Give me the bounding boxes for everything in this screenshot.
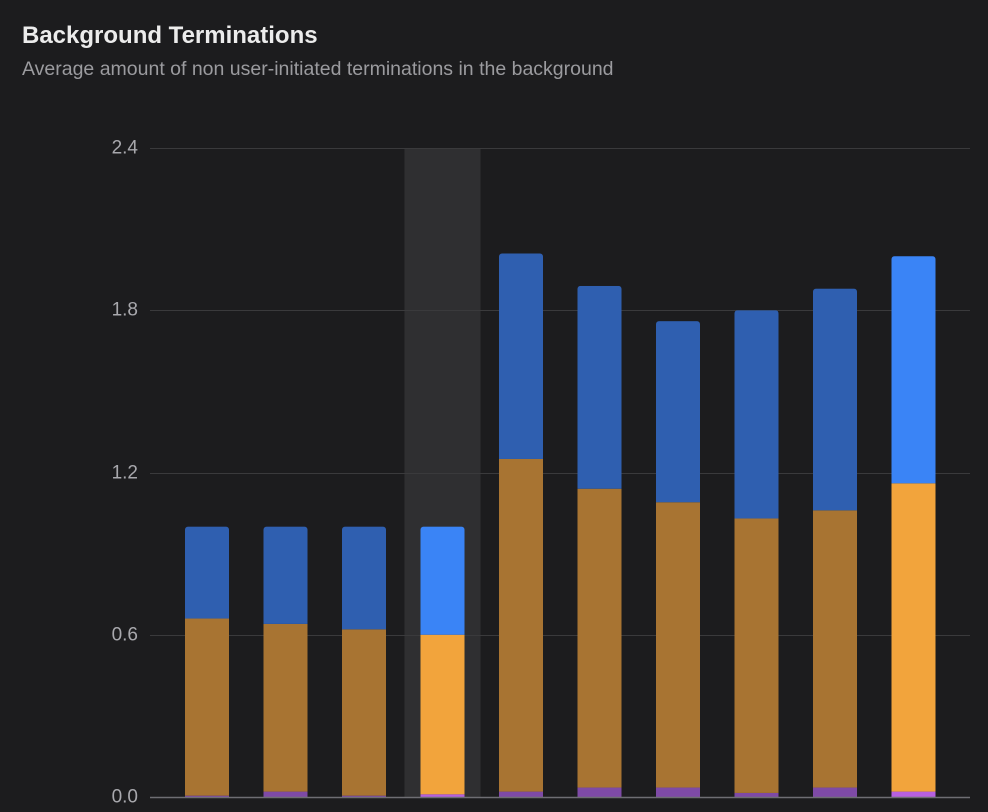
- bar-segment[interactable]: [263, 526, 308, 624]
- bar-stack[interactable]: [185, 526, 229, 797]
- y-tick-label: 0.6: [112, 625, 138, 646]
- bar-segment[interactable]: [734, 518, 779, 793]
- bar-stack[interactable]: [734, 310, 779, 797]
- y-tick-label: 2.4: [112, 138, 139, 159]
- bar-segment[interactable]: [499, 458, 543, 792]
- chart-subtitle: Average amount of non user-initiated ter…: [22, 58, 614, 80]
- bar-stack[interactable]: [577, 285, 622, 797]
- bar-segment[interactable]: [813, 787, 857, 797]
- bar-segment[interactable]: [813, 288, 857, 511]
- bar-segment[interactable]: [499, 253, 543, 459]
- bar-segment[interactable]: [734, 792, 779, 797]
- chart-header: Background Terminations Average amount o…: [22, 20, 614, 82]
- bar-stack[interactable]: [499, 253, 543, 797]
- bar-segment[interactable]: [263, 623, 308, 792]
- bar-segment[interactable]: [499, 791, 543, 797]
- bar-segment[interactable]: [342, 526, 386, 630]
- bar-segment[interactable]: [656, 321, 700, 503]
- y-axis: 0.0 0.6 1.2 1.8 2.4: [112, 138, 970, 808]
- bar-segment[interactable]: [185, 618, 229, 796]
- bar-segment[interactable]: [577, 488, 622, 788]
- bar-stack[interactable]: [342, 526, 386, 797]
- bar-stack[interactable]: [263, 526, 308, 797]
- bar-segment[interactable]: [263, 791, 308, 797]
- bar-segment[interactable]: [656, 787, 700, 797]
- bar-segment[interactable]: [185, 526, 229, 619]
- bar-segment[interactable]: [891, 256, 936, 484]
- y-tick-label: 1.8: [112, 300, 138, 321]
- bar-segment[interactable]: [420, 634, 465, 795]
- bar-segment[interactable]: [342, 795, 386, 797]
- bar-segment[interactable]: [813, 510, 857, 788]
- bar-stack[interactable]: [656, 321, 700, 797]
- bars[interactable]: [185, 253, 936, 797]
- bar-segment[interactable]: [656, 502, 700, 788]
- bar-stack[interactable]: [891, 256, 936, 797]
- bar-segment[interactable]: [891, 791, 936, 797]
- bar-stack[interactable]: [420, 526, 465, 797]
- bar-segment[interactable]: [420, 526, 465, 635]
- chart-title: Background Terminations: [22, 22, 318, 49]
- bar-segment[interactable]: [577, 285, 622, 489]
- bar-stack[interactable]: [813, 288, 857, 797]
- y-tick-label: 0.0: [112, 787, 138, 808]
- bar-segment[interactable]: [577, 787, 622, 797]
- y-tick-label: 1.2: [112, 463, 138, 484]
- bar-segment[interactable]: [342, 629, 386, 796]
- bar-segment[interactable]: [734, 310, 779, 519]
- bar-segment[interactable]: [891, 483, 936, 792]
- bar-segment[interactable]: [420, 794, 465, 797]
- bar-segment[interactable]: [185, 795, 229, 797]
